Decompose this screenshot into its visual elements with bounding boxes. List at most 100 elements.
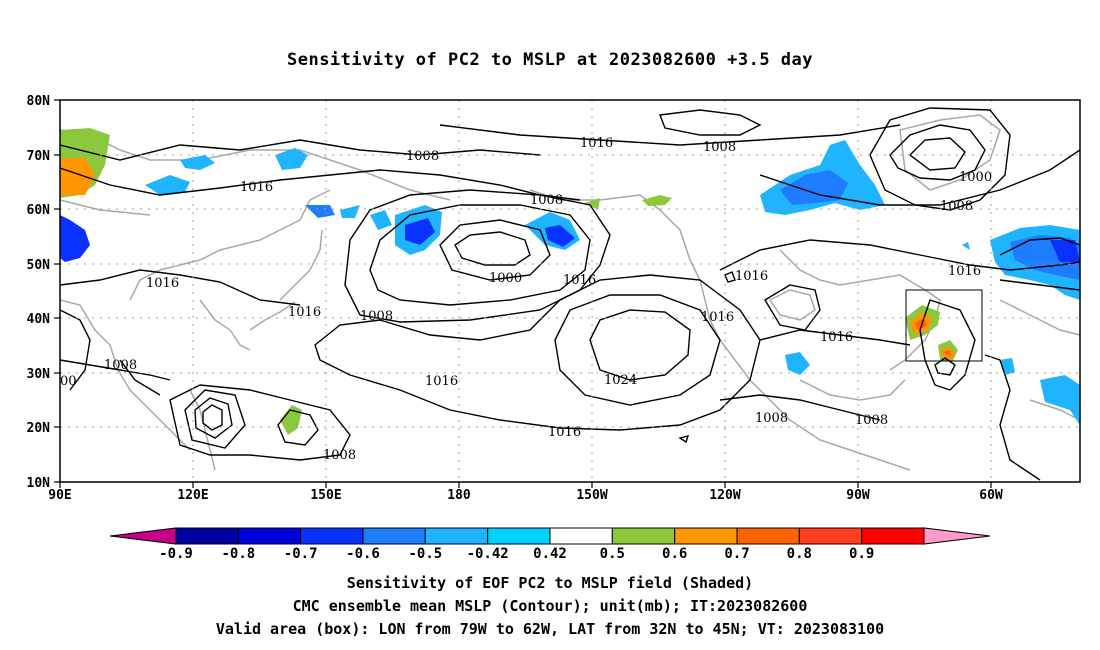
contour-label: 1016 (820, 330, 853, 345)
contour-label: 1008 (940, 199, 973, 214)
contour-992-greenland (908, 137, 966, 171)
gridlines (60, 100, 1080, 482)
contour-1016-north (60, 167, 581, 201)
contour-atl-east (984, 354, 1041, 481)
contour-label: 1016 (548, 425, 581, 440)
contour-high-pacific-1024 (589, 309, 691, 381)
lat-label: 30N (27, 367, 51, 382)
coast-alaska (529, 189, 691, 261)
contour-typhoon-4 (277, 409, 319, 446)
colorbar-low-extend (109, 527, 177, 545)
colorbar-tick-label: -0.5 (408, 546, 442, 562)
contour-small-2 (678, 435, 690, 444)
contour-1016-us-high (764, 284, 821, 331)
colorbar-tick-label: -0.6 (346, 546, 380, 562)
colorbar-tick-label: 0.42 (533, 546, 567, 562)
contour-label: 1016 (563, 273, 596, 288)
colorbar-tick-label: 0.9 (849, 546, 874, 562)
colorbar-tick-label: 0.6 (662, 546, 687, 562)
lon-label: 180 (447, 488, 471, 503)
contour-typhoon-3 (184, 389, 246, 449)
lat-label: 70N (27, 149, 51, 164)
lon-label: 90W (846, 488, 870, 503)
chart-title: Sensitivity of PC2 to MSLP at 2023082600… (286, 50, 813, 70)
contour-low-pacific-1008 (369, 204, 591, 306)
coast-greenland (899, 114, 1001, 191)
contour-low-pacific-1004 (439, 219, 551, 281)
contour-1008-asia (60, 359, 171, 381)
colorbar-swatch (611, 527, 676, 545)
contour-label: 1008 (104, 358, 137, 373)
lat-labels: 80N 70N 60N 50N 40N 30N 20N 10N (27, 94, 51, 491)
colorbar-swatch (674, 527, 738, 545)
contour-typhoon-1 (202, 404, 223, 431)
shade-neg-h-core (545, 225, 575, 247)
contour-1016-arctic (439, 124, 901, 146)
contour-label: 1016 (425, 374, 458, 389)
shade-neg-b (180, 155, 215, 170)
coast-japan (249, 229, 323, 331)
shade-neg-europe-dark (1050, 240, 1080, 262)
shade-neg-a (145, 175, 190, 195)
shade-positive-west-core (60, 158, 95, 195)
colorbar-swatch (424, 527, 489, 545)
contour-low-pacific-1012 (344, 189, 611, 323)
map-frame-bg (60, 100, 1080, 482)
shade-neg-f (370, 210, 392, 230)
shade-pos-b (642, 195, 672, 206)
contour-1016-na (719, 239, 1080, 271)
colorbar-swatch (861, 527, 925, 545)
mslp-contours (60, 107, 1080, 481)
contour-1008-greenland (869, 107, 1011, 211)
contour-1000-greenland (889, 124, 986, 181)
colorbar-swatch (362, 527, 426, 545)
colorbar-swatch (237, 527, 302, 545)
shade-neg-sw-europe (1040, 375, 1080, 425)
colorbar-swatch (736, 527, 800, 545)
lon-label: 120E (177, 488, 208, 503)
lon-label: 150E (310, 488, 341, 503)
contour-1008-mexico (719, 394, 881, 421)
contour-high-arctic (659, 109, 762, 136)
contour-label: 1016 (735, 269, 768, 284)
lon-label: 60W (979, 488, 1003, 503)
contour-1008-atlantic (759, 149, 1080, 206)
contour-label: 1008 (530, 193, 563, 208)
contour-label: 1016 (948, 264, 981, 279)
shade-neg-e (340, 205, 360, 218)
contour-label: 1016 (146, 276, 179, 291)
lat-label: 50N (27, 258, 51, 273)
contour-small-1 (724, 271, 736, 283)
lat-label: 40N (27, 312, 51, 327)
shade-pos-atlantic-b-hot (943, 350, 951, 357)
colorbar-tick-label: 0.5 (600, 546, 625, 562)
colorbar-swatch (798, 527, 863, 545)
colorbar-tick-label: -0.9 (159, 546, 193, 562)
colorbar-tick-label: -0.7 (284, 546, 318, 562)
colorbar: -0.9 -0.8 -0.7 -0.6 -0.5 -0.42 0.42 0.5 0.6 0.7 0.… (109, 527, 991, 562)
contour-1016-asia (60, 269, 301, 306)
contour-label: 1008 (406, 149, 439, 164)
colorbar-swatch (549, 527, 613, 545)
shade-pos-atlantic-a-hot (915, 318, 927, 330)
contour-1016-east (759, 329, 911, 346)
coast-central-america (789, 419, 911, 471)
contour-label: 1016 (580, 136, 613, 151)
coast-gulf (799, 379, 906, 401)
lon-label: 120W (709, 488, 740, 503)
contour-sea-2 (119, 359, 161, 396)
colorbar-swatch (300, 527, 364, 545)
shade-neg-us (785, 352, 810, 375)
contour-label: 1016 (288, 305, 321, 320)
shade-neg-g-core (405, 218, 435, 245)
lon-labels: 90E 120E 150E 180 150W 120W 90W 60W (48, 488, 1003, 503)
contour-label: 1008 (703, 140, 736, 155)
shade-negative-siberia (60, 215, 90, 262)
contour-label: 1008 (755, 411, 788, 426)
contour-label: 1008 (360, 309, 393, 324)
contour-europe-low (999, 237, 1080, 291)
lat-label: 80N (27, 94, 51, 109)
coast-hudson (768, 289, 816, 321)
colorbar-tick-label: 0.8 (787, 546, 812, 562)
